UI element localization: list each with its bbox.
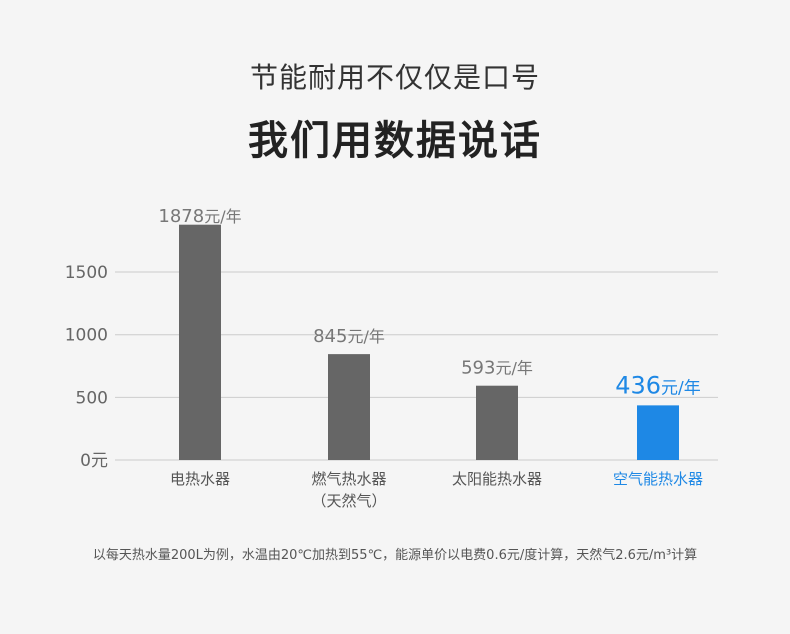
- bar: [328, 354, 370, 460]
- category-label: 电热水器: [170, 470, 230, 488]
- y-tick-label: 1000: [65, 326, 108, 346]
- bar: [637, 405, 679, 460]
- category-sublabel: （天然气）: [311, 492, 386, 510]
- page-title: 我们用数据说话: [248, 118, 542, 164]
- y-tick-label: 0元: [80, 451, 108, 471]
- footnote: 以每天热水量200L为例，水温由20℃加热到55℃，能源单价以电费0.6元/度计…: [92, 548, 698, 563]
- y-tick-label: 1500: [65, 263, 108, 283]
- subtitle: 节能耐用不仅仅是口号: [249, 61, 540, 94]
- category-label: 空气能热水器: [613, 470, 703, 488]
- category-label: 太阳能热水器: [452, 470, 542, 488]
- value-label: 436元/年: [615, 371, 701, 399]
- value-label: 845元/年: [313, 326, 385, 347]
- value-label: 1878元/年: [158, 206, 241, 227]
- y-tick-label: 500: [76, 388, 108, 408]
- bar: [179, 224, 221, 460]
- category-label: 燃气热水器: [311, 470, 386, 488]
- bar: [476, 385, 518, 460]
- value-label: 593元/年: [461, 358, 533, 379]
